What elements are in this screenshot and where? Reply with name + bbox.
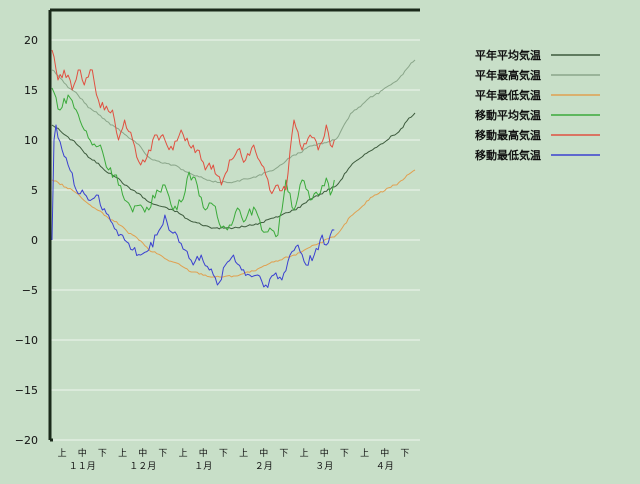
x-month-label: １１月	[69, 461, 96, 472]
x-month-label: １月	[194, 461, 212, 472]
x-tick-label: 中	[138, 447, 147, 459]
legend-label: 移動最低気温	[475, 148, 541, 162]
y-tick-label: −15	[15, 384, 38, 397]
x-tick-label: 上	[360, 448, 369, 459]
x-tick-label: 中	[78, 447, 87, 459]
y-tick-label: −20	[15, 434, 38, 447]
x-tick-label: 上	[239, 448, 248, 459]
y-tick-label: 10	[24, 134, 38, 147]
series-line	[51, 49, 335, 195]
series-line	[51, 87, 335, 238]
legend-label: 移動平均気温	[475, 108, 541, 122]
x-tick-label: 下	[340, 449, 349, 459]
x-tick-label: 中	[380, 447, 389, 459]
y-tick-label: 15	[24, 84, 38, 97]
plot-area	[51, 49, 416, 288]
x-tick-label: 上	[58, 448, 67, 459]
x-tick-label: 上	[179, 448, 188, 459]
series-line	[51, 124, 335, 288]
x-tick-label: 下	[400, 449, 409, 459]
x-tick-label: 上	[118, 448, 127, 459]
x-month-label: ２月	[255, 461, 273, 472]
x-month-label: ４月	[376, 461, 394, 472]
series-line	[51, 169, 416, 278]
x-tick-label: 中	[320, 447, 329, 459]
legend-label: 平年最高気温	[475, 68, 541, 82]
x-tick-label: 下	[279, 449, 288, 459]
x-month-label: １２月	[129, 461, 156, 472]
y-tick-label: −5	[22, 284, 38, 297]
x-month-label: ３月	[315, 461, 333, 472]
y-tick-label: −10	[15, 334, 38, 347]
legend-label: 平年平均気温	[475, 48, 541, 62]
legend-label: 移動最高気温	[475, 128, 541, 142]
series-line	[51, 112, 416, 230]
y-tick-label: 5	[31, 184, 38, 197]
x-tick-label: 上	[300, 448, 309, 459]
x-tick-label: 下	[98, 449, 107, 459]
series-line	[51, 59, 416, 184]
y-tick-label: 0	[31, 234, 38, 247]
y-axis-ticks: 20 15 10 5 0 −5 −10 −15 −20	[15, 34, 38, 447]
x-axis-ticks: 上中下上中下上中下上中下上中下上中下１１月 １２月 １月 ２月 ３月 ４月	[58, 447, 410, 472]
x-tick-label: 中	[259, 447, 268, 459]
x-tick-label: 中	[199, 447, 208, 459]
y-tick-label: 20	[24, 34, 38, 47]
axes	[48, 8, 420, 442]
x-tick-label: 下	[219, 449, 228, 459]
x-tick-label: 下	[158, 449, 167, 459]
grid	[50, 39, 420, 441]
legend-label: 平年最低気温	[475, 88, 541, 102]
